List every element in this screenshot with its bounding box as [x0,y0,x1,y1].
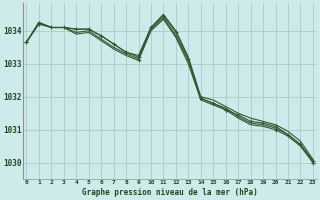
X-axis label: Graphe pression niveau de la mer (hPa): Graphe pression niveau de la mer (hPa) [82,188,258,197]
